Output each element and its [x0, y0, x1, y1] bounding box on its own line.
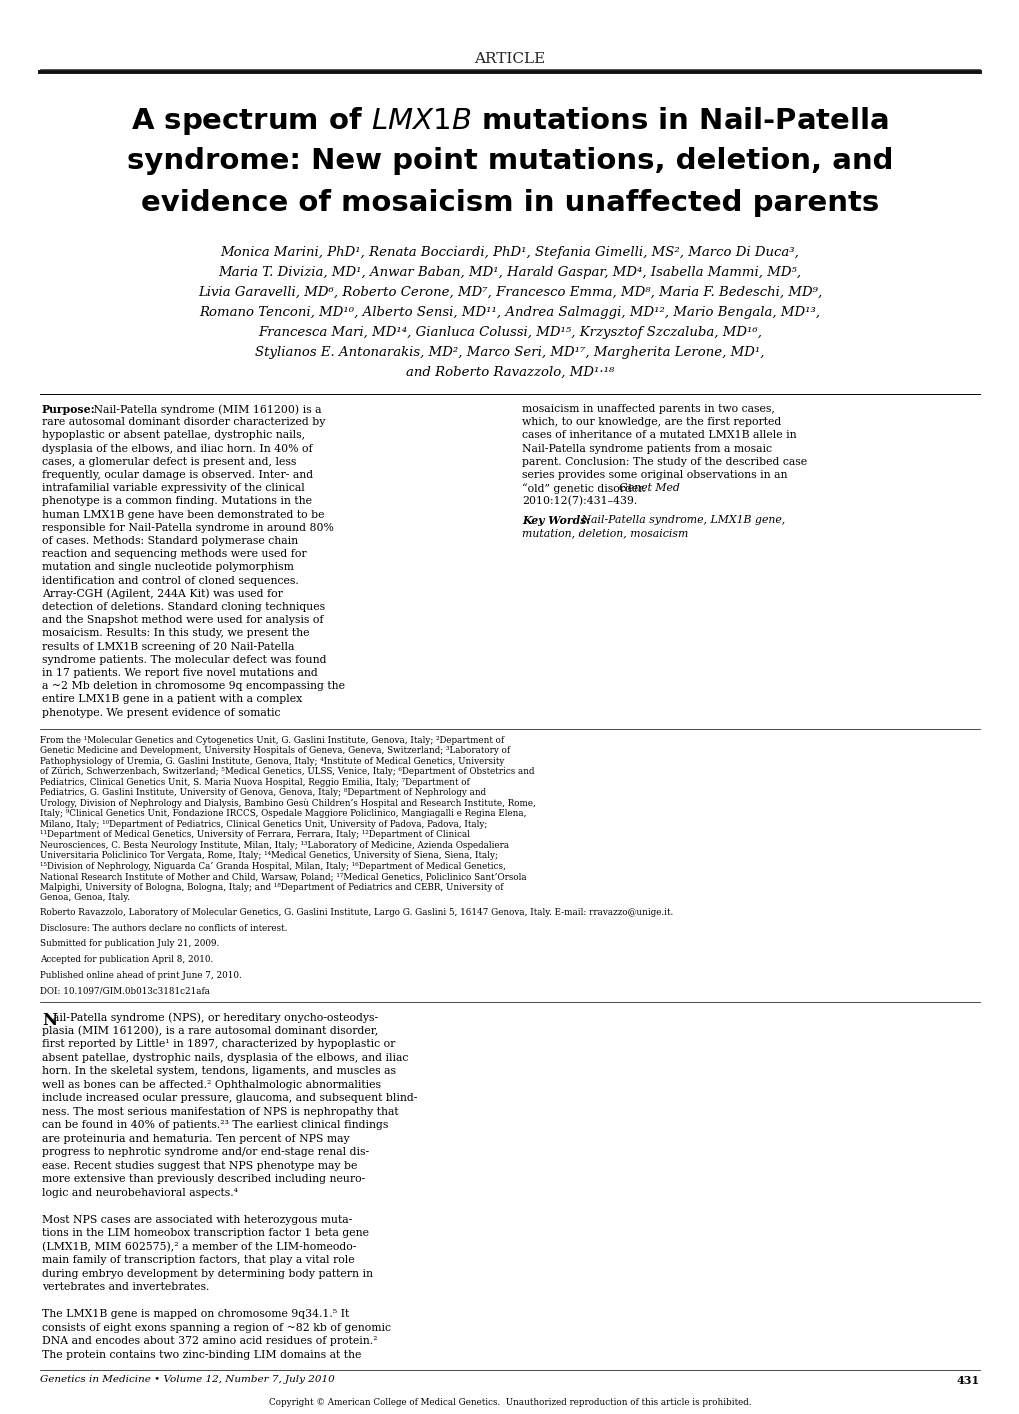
Text: and Roberto Ravazzolo, MD¹·¹⁸: and Roberto Ravazzolo, MD¹·¹⁸: [406, 366, 613, 379]
Text: syndrome: New point mutations, deletion, and: syndrome: New point mutations, deletion,…: [126, 147, 893, 175]
Text: The LMX1B gene is mapped on chromosome 9q34.1.⁵ It: The LMX1B gene is mapped on chromosome 9…: [42, 1309, 348, 1319]
Text: more extensive than previously described including neuro-: more extensive than previously described…: [42, 1174, 365, 1184]
Text: Key Words:: Key Words:: [522, 515, 590, 526]
Text: ¹⁵Division of Nephrology, Niguarda Ca’ Granda Hospital, Milan, Italy; ¹⁶Departme: ¹⁵Division of Nephrology, Niguarda Ca’ G…: [40, 861, 505, 871]
Text: consists of eight exons spanning a region of ~82 kb of genomic: consists of eight exons spanning a regio…: [42, 1322, 390, 1332]
Text: National Research Institute of Mother and Child, Warsaw, Poland; ¹⁷Medical Genet: National Research Institute of Mother an…: [40, 872, 526, 881]
Text: series provides some original observations in an: series provides some original observatio…: [522, 469, 787, 479]
Text: Nail-Patella syndrome patients from a mosaic: Nail-Patella syndrome patients from a mo…: [522, 444, 771, 454]
Text: of cases. Methods: Standard polymerase chain: of cases. Methods: Standard polymerase c…: [42, 536, 298, 546]
Text: ¹¹Department of Medical Genetics, University of Ferrara, Ferrara, Italy; ¹²Depar: ¹¹Department of Medical Genetics, Univer…: [40, 830, 470, 840]
Text: 2010:12(7):431–439.: 2010:12(7):431–439.: [522, 496, 637, 506]
Text: can be found in 40% of patients.²³ The earliest clinical findings: can be found in 40% of patients.²³ The e…: [42, 1120, 388, 1130]
Text: reaction and sequencing methods were used for: reaction and sequencing methods were use…: [42, 549, 307, 559]
Text: Monica Marini, PhD¹, Renata Bocciardi, PhD¹, Stefania Gimelli, MS², Marco Di Duc: Monica Marini, PhD¹, Renata Bocciardi, P…: [220, 246, 799, 259]
Text: Italy; ⁹Clinical Genetics Unit, Fondazione IRCCS, Ospedale Maggiore Policlinico,: Italy; ⁹Clinical Genetics Unit, Fondazio…: [40, 809, 526, 819]
Text: logic and neurobehavioral aspects.⁴: logic and neurobehavioral aspects.⁴: [42, 1188, 237, 1198]
Text: and the Snapshot method were used for analysis of: and the Snapshot method were used for an…: [42, 615, 323, 625]
Text: A spectrum of $\mathit{LMX1B}$ mutations in Nail-Patella: A spectrum of $\mathit{LMX1B}$ mutations…: [130, 105, 889, 137]
Text: Genet Med: Genet Med: [619, 484, 680, 493]
Text: Nail-Patella syndrome, LMX1B gene,: Nail-Patella syndrome, LMX1B gene,: [578, 515, 785, 525]
Text: mosaicism in unaffected parents in two cases,: mosaicism in unaffected parents in two c…: [522, 404, 774, 414]
Text: ease. Recent studies suggest that NPS phenotype may be: ease. Recent studies suggest that NPS ph…: [42, 1161, 357, 1171]
Text: in 17 patients. We report five novel mutations and: in 17 patients. We report five novel mut…: [42, 667, 318, 677]
Text: Pediatrics, G. Gaslini Institute, University of Genova, Genova, Italy; ⁸Departme: Pediatrics, G. Gaslini Institute, Univer…: [40, 788, 486, 797]
Text: absent patellae, dystrophic nails, dysplasia of the elbows, and iliac: absent patellae, dystrophic nails, dyspl…: [42, 1052, 408, 1062]
Text: mosaicism. Results: In this study, we present the: mosaicism. Results: In this study, we pr…: [42, 628, 309, 638]
Text: parent. Conclusion: The study of the described case: parent. Conclusion: The study of the des…: [522, 457, 806, 467]
Text: first reported by Little¹ in 1897, characterized by hypoplastic or: first reported by Little¹ in 1897, chara…: [42, 1039, 395, 1049]
Text: Pediatrics, Clinical Genetics Unit, S. Maria Nuova Hospital, Reggio Emilia, Ital: Pediatrics, Clinical Genetics Unit, S. M…: [40, 778, 470, 786]
Text: include increased ocular pressure, glaucoma, and subsequent blind-: include increased ocular pressure, glauc…: [42, 1093, 417, 1103]
Text: of Zürich, Schwerzenbach, Switzerland; ⁵Medical Genetics, ULSS, Venice, Italy; ⁶: of Zürich, Schwerzenbach, Switzerland; ⁵…: [40, 768, 534, 776]
Text: DOI: 10.1097/GIM.0b013c3181c21afa: DOI: 10.1097/GIM.0b013c3181c21afa: [40, 987, 210, 995]
Text: Urology, Division of Nephrology and Dialysis, Bambino Gesù Children’s Hospital a: Urology, Division of Nephrology and Dial…: [40, 799, 535, 809]
Text: Romano Tenconi, MD¹⁰, Alberto Sensi, MD¹¹, Andrea Salmaggi, MD¹², Mario Bengala,: Romano Tenconi, MD¹⁰, Alberto Sensi, MD¹…: [200, 305, 819, 320]
Text: ail-Patella syndrome (NPS), or hereditary onycho-osteodys-: ail-Patella syndrome (NPS), or hereditar…: [53, 1012, 378, 1022]
Text: vertebrates and invertebrates.: vertebrates and invertebrates.: [42, 1282, 209, 1292]
Text: mutation and single nucleotide polymorphism: mutation and single nucleotide polymorph…: [42, 563, 293, 573]
Text: Milano, Italy; ¹⁰Department of Pediatrics, Clinical Genetics Unit, University of: Milano, Italy; ¹⁰Department of Pediatric…: [40, 820, 487, 829]
Text: rare autosomal dominant disorder characterized by: rare autosomal dominant disorder charact…: [42, 417, 325, 427]
Text: Malpighi, University of Bologna, Bologna, Italy; and ¹⁸Department of Pediatrics : Malpighi, University of Bologna, Bologna…: [40, 882, 503, 892]
Text: syndrome patients. The molecular defect was found: syndrome patients. The molecular defect …: [42, 655, 326, 665]
Text: Roberto Ravazzolo, Laboratory of Molecular Genetics, G. Gaslini Institute, Largo: Roberto Ravazzolo, Laboratory of Molecul…: [40, 908, 673, 916]
Text: main family of transcription factors, that play a vital role: main family of transcription factors, th…: [42, 1256, 355, 1266]
Text: Stylianos E. Antonarakis, MD², Marco Seri, MD¹⁷, Margherita Lerone, MD¹,: Stylianos E. Antonarakis, MD², Marco Ser…: [255, 346, 764, 359]
Text: N: N: [42, 1012, 57, 1029]
Text: mutation, deletion, mosaicism: mutation, deletion, mosaicism: [522, 527, 688, 537]
Text: are proteinuria and hematuria. Ten percent of NPS may: are proteinuria and hematuria. Ten perce…: [42, 1134, 350, 1144]
Text: which, to our knowledge, are the first reported: which, to our knowledge, are the first r…: [522, 417, 781, 427]
Text: intrafamilial variable expressivity of the clinical: intrafamilial variable expressivity of t…: [42, 484, 305, 493]
Text: responsible for Nail-Patella syndrome in around 80%: responsible for Nail-Patella syndrome in…: [42, 523, 333, 533]
Text: Copyright © American College of Medical Genetics.  Unauthorized reproduction of : Copyright © American College of Medical …: [268, 1398, 751, 1407]
Text: Array-CGH (Agilent, 244A Kit) was used for: Array-CGH (Agilent, 244A Kit) was used f…: [42, 588, 282, 600]
Text: From the ¹Molecular Genetics and Cytogenetics Unit, G. Gaslini Institute, Genova: From the ¹Molecular Genetics and Cytogen…: [40, 735, 503, 745]
Text: DNA and encodes about 372 amino acid residues of protein.²: DNA and encodes about 372 amino acid res…: [42, 1336, 377, 1346]
Text: Francesca Mari, MD¹⁴, Gianluca Colussi, MD¹⁵, Krzysztof Szczaluba, MD¹⁶,: Francesca Mari, MD¹⁴, Gianluca Colussi, …: [258, 327, 761, 339]
Text: phenotype. We present evidence of somatic: phenotype. We present evidence of somati…: [42, 707, 280, 717]
Text: during embryo development by determining body pattern in: during embryo development by determining…: [42, 1268, 373, 1278]
Text: Genoa, Genoa, Italy.: Genoa, Genoa, Italy.: [40, 894, 129, 902]
Text: Genetics in Medicine • Volume 12, Number 7, July 2010: Genetics in Medicine • Volume 12, Number…: [40, 1374, 334, 1384]
Text: detection of deletions. Standard cloning techniques: detection of deletions. Standard cloning…: [42, 602, 325, 612]
Text: The protein contains two zinc-binding LIM domains at the: The protein contains two zinc-binding LI…: [42, 1349, 361, 1359]
Text: tions in the LIM homeobox transcription factor 1 beta gene: tions in the LIM homeobox transcription …: [42, 1227, 369, 1239]
Text: Purpose:: Purpose:: [42, 404, 96, 414]
Text: Livia Garavelli, MD⁶, Roberto Cerone, MD⁷, Francesco Emma, MD⁸, Maria F. Bedesch: Livia Garavelli, MD⁶, Roberto Cerone, MD…: [198, 286, 821, 298]
Text: frequently, ocular damage is observed. Inter- and: frequently, ocular damage is observed. I…: [42, 469, 313, 479]
Text: “old” genetic disorder.: “old” genetic disorder.: [522, 484, 648, 493]
Text: human LMX1B gene have been demonstrated to be: human LMX1B gene have been demonstrated …: [42, 509, 324, 519]
Text: Published online ahead of print June 7, 2010.: Published online ahead of print June 7, …: [40, 971, 242, 980]
Text: phenotype is a common finding. Mutations in the: phenotype is a common finding. Mutations…: [42, 496, 312, 506]
Text: Nail-Patella syndrome (MIM 161200) is a: Nail-Patella syndrome (MIM 161200) is a: [90, 404, 321, 414]
Text: dysplasia of the elbows, and iliac horn. In 40% of: dysplasia of the elbows, and iliac horn.…: [42, 444, 312, 454]
Text: a ~2 Mb deletion in chromosome 9q encompassing the: a ~2 Mb deletion in chromosome 9q encomp…: [42, 682, 344, 691]
Text: 431: 431: [956, 1374, 979, 1386]
Text: plasia (MIM 161200), is a rare autosomal dominant disorder,: plasia (MIM 161200), is a rare autosomal…: [42, 1025, 378, 1036]
Text: Most NPS cases are associated with heterozygous muta-: Most NPS cases are associated with heter…: [42, 1215, 352, 1225]
Text: Pathophysiology of Uremia, G. Gaslini Institute, Genova, Italy; ⁴Institute of Me: Pathophysiology of Uremia, G. Gaslini In…: [40, 756, 503, 766]
Text: cases of inheritance of a mutated LMX1B allele in: cases of inheritance of a mutated LMX1B …: [522, 430, 796, 440]
Text: progress to nephrotic syndrome and/or end-stage renal dis-: progress to nephrotic syndrome and/or en…: [42, 1147, 369, 1157]
Text: Accepted for publication April 8, 2010.: Accepted for publication April 8, 2010.: [40, 954, 213, 964]
Text: hypoplastic or absent patellae, dystrophic nails,: hypoplastic or absent patellae, dystroph…: [42, 430, 305, 440]
Text: identification and control of cloned sequences.: identification and control of cloned seq…: [42, 575, 299, 585]
Text: Maria T. Divizia, MD¹, Anwar Baban, MD¹, Harald Gaspar, MD⁴, Isabella Mammi, MD⁵: Maria T. Divizia, MD¹, Anwar Baban, MD¹,…: [218, 266, 801, 279]
Text: Disclosure: The authors declare no conflicts of interest.: Disclosure: The authors declare no confl…: [40, 923, 287, 933]
Text: cases, a glomerular defect is present and, less: cases, a glomerular defect is present an…: [42, 457, 297, 467]
Text: entire LMX1B gene in a patient with a complex: entire LMX1B gene in a patient with a co…: [42, 694, 302, 704]
Text: (LMX1B, MIM 602575),² a member of the LIM-homeodo-: (LMX1B, MIM 602575),² a member of the LI…: [42, 1241, 356, 1251]
Text: Genetic Medicine and Development, University Hospitals of Geneva, Geneva, Switze: Genetic Medicine and Development, Univer…: [40, 747, 510, 755]
Text: results of LMX1B screening of 20 Nail-Patella: results of LMX1B screening of 20 Nail-Pa…: [42, 642, 294, 652]
Text: ness. The most serious manifestation of NPS is nephropathy that: ness. The most serious manifestation of …: [42, 1107, 398, 1117]
Text: horn. In the skeletal system, tendons, ligaments, and muscles as: horn. In the skeletal system, tendons, l…: [42, 1066, 395, 1076]
Text: evidence of mosaicism in unaffected parents: evidence of mosaicism in unaffected pare…: [141, 189, 878, 216]
Text: ARTICLE: ARTICLE: [474, 52, 545, 66]
Text: Submitted for publication July 21, 2009.: Submitted for publication July 21, 2009.: [40, 939, 219, 949]
Text: well as bones can be affected.² Ophthalmologic abnormalities: well as bones can be affected.² Ophthalm…: [42, 1079, 381, 1090]
Text: Neurosciences, C. Besta Neurology Institute, Milan, Italy; ¹³Laboratory of Medic: Neurosciences, C. Besta Neurology Instit…: [40, 841, 508, 850]
Text: Universitaria Policlinico Tor Vergata, Rome, Italy; ¹⁴Medical Genetics, Universi: Universitaria Policlinico Tor Vergata, R…: [40, 851, 497, 860]
